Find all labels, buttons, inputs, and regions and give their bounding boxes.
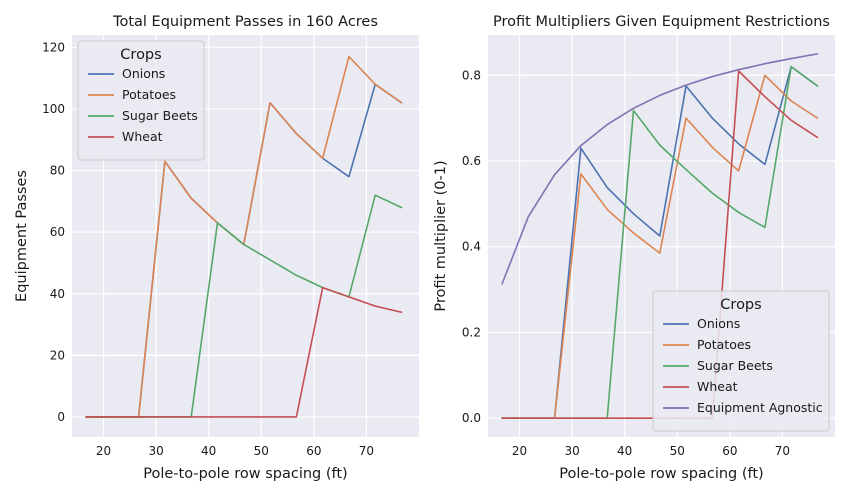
left-x-tick-label: 50 [254, 444, 269, 458]
left-x-axis-label: Pole-to-pole row spacing (ft) [143, 466, 347, 482]
left-legend-entry: Sugar Beets [122, 108, 198, 123]
left-series-line-wheat [85, 286, 403, 418]
right-legend-entry: Onions [697, 316, 740, 331]
left-legend-title: Crops [120, 47, 161, 63]
left-y-tick-label: 20 [50, 348, 65, 362]
left-legend-entry: Wheat [122, 129, 163, 144]
left-chart-title: Total Equipment Passes in 160 Acres [112, 14, 378, 30]
right-legend-entry: Wheat [697, 379, 738, 394]
right-legend-box [652, 290, 830, 432]
left-chart-panel: 20 30 40 50 60 70 0 20 40 60 80 100 120 Total Equipme… [14, 14, 419, 482]
right-chart-panel: 20 30 40 50 60 70 0.0 0.2 0.4 0.6 0.8 Profit Multip… [433, 14, 835, 482]
left-legend-box [77, 40, 205, 161]
right-y-tick-label: 0.8 [462, 68, 481, 82]
left-y-tick-label: 40 [50, 287, 65, 301]
right-x-tick-label: 40 [617, 444, 632, 458]
left-y-tick-label: 80 [50, 164, 65, 178]
right-y-tick-label: 0.6 [462, 154, 481, 168]
left-y-tick-label: 0 [57, 410, 65, 424]
right-y-tick-label: 0.4 [462, 240, 481, 254]
left-y-axis-label: Equipment Passes [14, 170, 30, 302]
left-legend-entry: Potatoes [122, 87, 176, 102]
right-y-tick-label: 0.2 [462, 325, 481, 339]
right-legend-title: Crops [720, 297, 761, 313]
right-chart-title: Profit Multipliers Given Equipment Restr… [493, 14, 830, 30]
right-legend-entry: Equipment Agnostic [697, 400, 823, 415]
left-x-tick-label: 20 [96, 444, 111, 458]
right-legend-entry: Potatoes [697, 337, 751, 352]
left-x-tick-label: 40 [201, 444, 216, 458]
left-series-group [85, 55, 403, 418]
left-x-tick-label: 60 [306, 444, 321, 458]
right-x-tick-label: 30 [564, 444, 579, 458]
right-series-line-equipment-agnostic [501, 53, 819, 285]
left-x-tick-label: 30 [148, 444, 163, 458]
right-legend: Crops Onions Potatoes Sugar Beets Wheat Equip… [652, 290, 830, 432]
right-x-tick-label: 50 [670, 444, 685, 458]
right-y-axis-label: Profit multiplier (0-1) [433, 160, 449, 311]
right-legend-entry: Sugar Beets [697, 358, 773, 373]
right-x-tick-label: 70 [775, 444, 790, 458]
right-x-tick-label: 60 [722, 444, 737, 458]
left-legend: Crops Onions Potatoes Sugar Beets Wheat [77, 40, 205, 161]
left-y-tick-label: 120 [42, 40, 65, 54]
right-x-tick-label: 20 [512, 444, 527, 458]
left-legend-entry: Onions [122, 66, 165, 81]
right-x-axis-label: Pole-to-pole row spacing (ft) [559, 466, 763, 482]
left-x-tick-label: 70 [359, 444, 374, 458]
left-y-tick-label: 60 [50, 225, 65, 239]
right-y-tick-label: 0.0 [462, 411, 481, 425]
left-y-tick-label: 100 [42, 102, 65, 116]
